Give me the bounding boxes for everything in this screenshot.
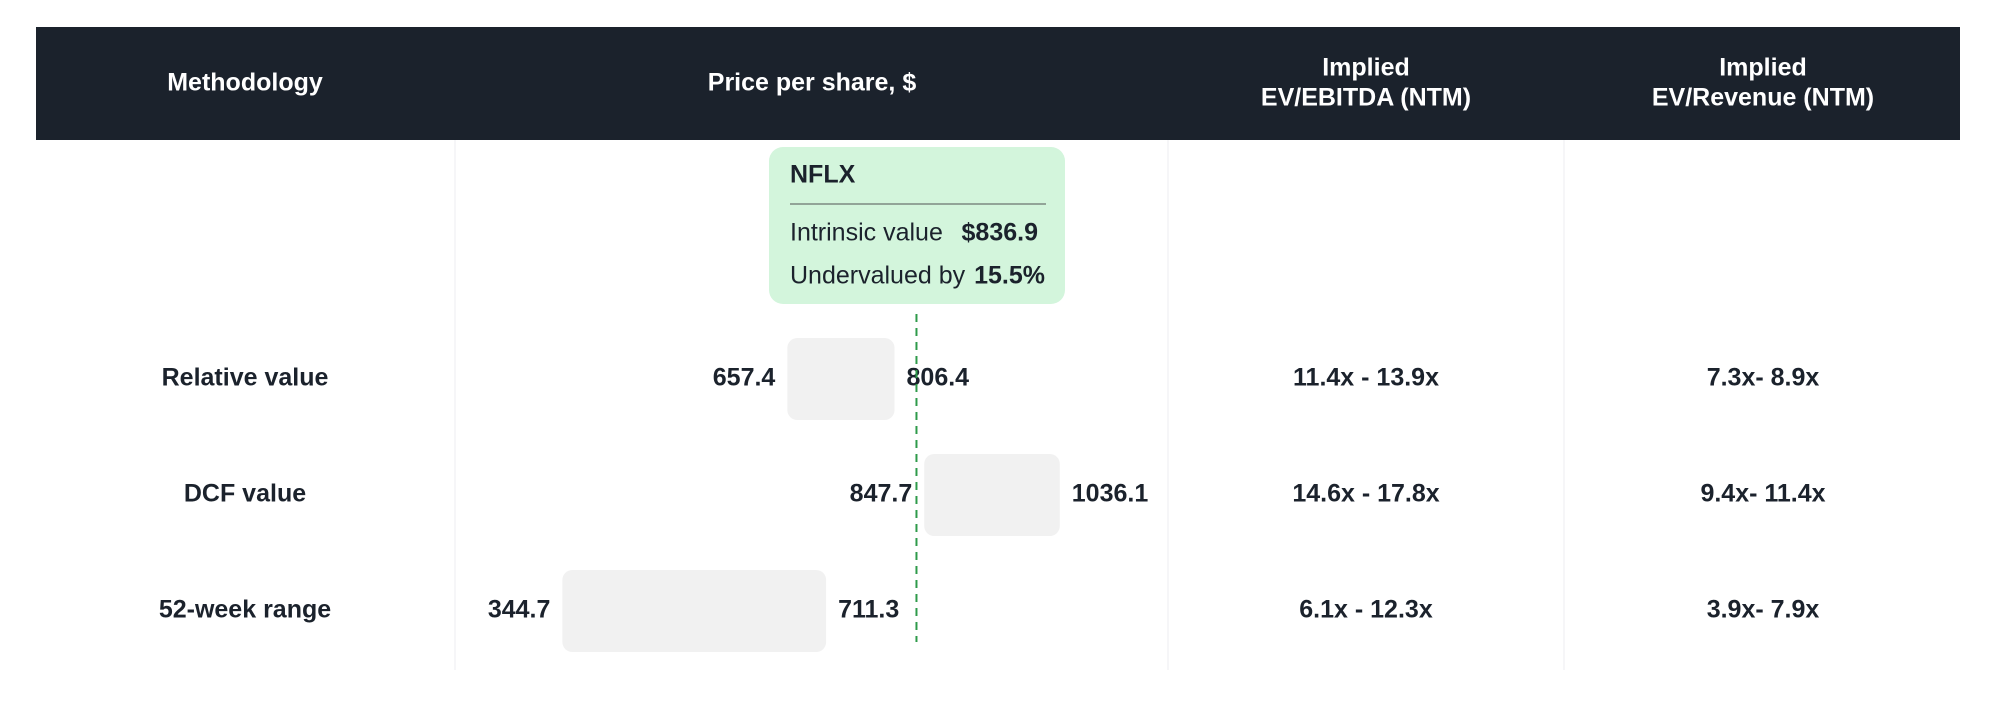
column-header: EV/EBITDA (NTM) [1261, 84, 1471, 112]
methodology: Relative value [162, 364, 329, 392]
intrinsic-label: Intrinsic value [790, 219, 943, 247]
column-header: Price per share, $ [708, 69, 917, 97]
high-value: 1036.1 [1072, 480, 1149, 508]
ev-ebitda: 14.6x - 17.8x [1292, 480, 1439, 508]
column-header: Implied [1719, 54, 1807, 82]
column-header: Implied [1322, 54, 1410, 82]
undervalued-value: 15.5% [974, 262, 1045, 290]
range-bar [787, 338, 895, 420]
column-header: Methodology [167, 69, 323, 97]
ev-revenue: 9.4x- 11.4x [1700, 480, 1825, 508]
high-value: 711.3 [838, 596, 899, 624]
header-bar [36, 27, 1960, 140]
range-bar [924, 454, 1060, 536]
column-header: EV/Revenue (NTM) [1652, 84, 1874, 112]
callout-box [769, 147, 1065, 304]
methodology: 52-week range [159, 596, 331, 624]
ev-ebitda: 6.1x - 12.3x [1299, 596, 1433, 624]
ev-revenue: 7.3x- 8.9x [1707, 364, 1820, 392]
low-value: 657.4 [713, 364, 776, 392]
methodology: DCF value [184, 480, 306, 508]
range-bar [562, 570, 827, 652]
undervalued-label: Undervalued by [790, 262, 966, 290]
ev-ebitda: 11.4x - 13.9x [1293, 364, 1439, 392]
low-value: 344.7 [488, 596, 551, 624]
ticker: NFLX [790, 161, 856, 189]
ev-revenue: 3.9x- 7.9x [1707, 596, 1820, 624]
intrinsic-value: $836.9 [962, 219, 1038, 247]
low-value: 847.7 [850, 480, 913, 508]
